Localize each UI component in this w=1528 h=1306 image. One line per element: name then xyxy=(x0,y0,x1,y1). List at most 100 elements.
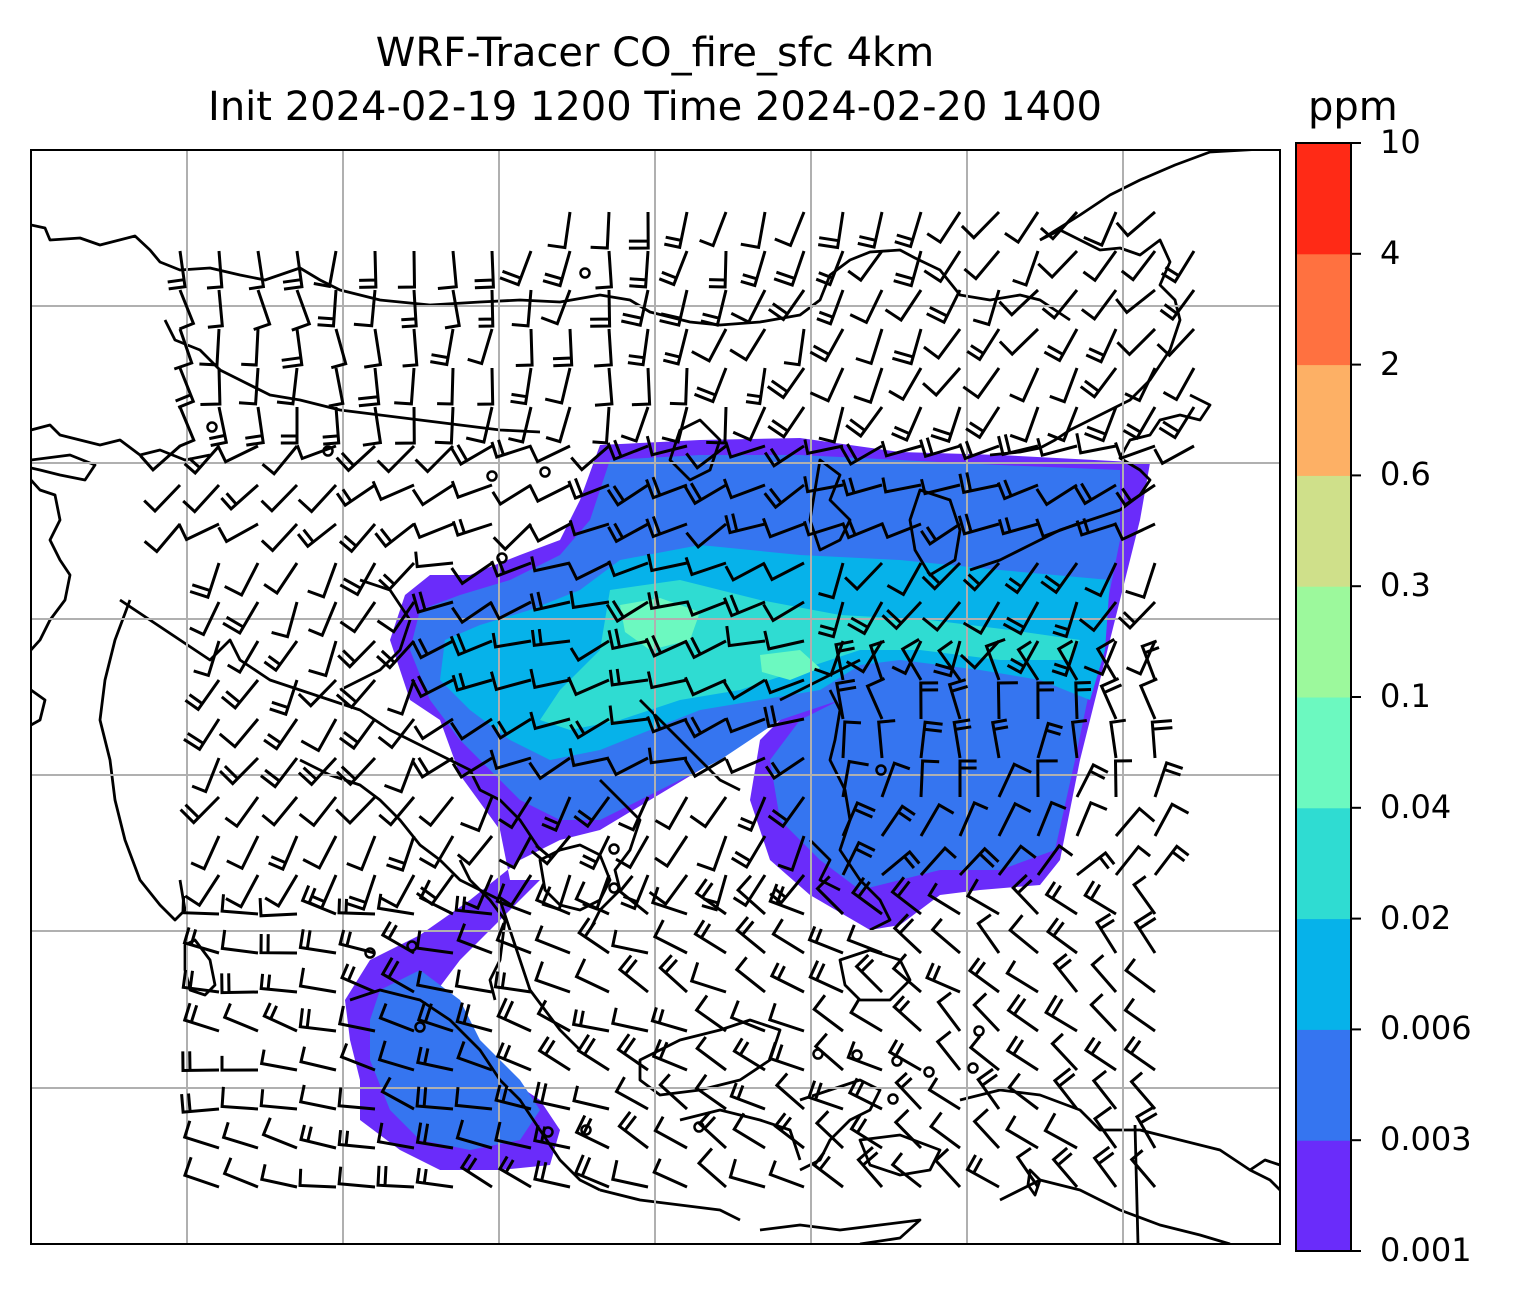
wind-barb xyxy=(189,562,221,600)
map-frame xyxy=(30,149,1281,1245)
wind-barb xyxy=(763,444,805,468)
wind-barb xyxy=(377,718,416,750)
wind-barb xyxy=(1016,640,1040,681)
wind-barb xyxy=(264,874,299,908)
wind-barb xyxy=(330,328,348,370)
wind-barb xyxy=(615,835,650,870)
calm-marker xyxy=(322,445,334,457)
wind-barb xyxy=(844,561,884,592)
wind-barb xyxy=(996,479,1039,501)
wind-barb xyxy=(143,483,182,514)
calm-marker xyxy=(875,764,887,776)
wind-barb xyxy=(418,796,455,828)
wind-barb xyxy=(729,1000,766,1033)
wind-barb xyxy=(182,1156,220,1189)
wind-barb xyxy=(689,961,727,994)
wind-barb xyxy=(1037,249,1079,280)
wind-barb xyxy=(371,480,415,502)
wind-barb xyxy=(936,991,962,1032)
wind-barb xyxy=(308,640,338,678)
wind-barb xyxy=(722,678,766,701)
wind-barb xyxy=(645,435,688,457)
wind-barb xyxy=(1140,639,1160,681)
wind-barb xyxy=(1085,328,1118,364)
wind-barb xyxy=(493,971,532,994)
wind-barb xyxy=(847,1077,883,1111)
wind-barb xyxy=(474,250,495,290)
colorbar-segment xyxy=(1296,807,1351,920)
wind-barb xyxy=(1005,1035,1039,1072)
wind-barb xyxy=(1153,444,1195,466)
wind-barb xyxy=(891,328,923,366)
wind-barb xyxy=(767,289,806,322)
wind-barb xyxy=(1153,844,1190,876)
wind-barb xyxy=(972,992,1001,1033)
wind-barb xyxy=(434,406,455,445)
wind-barb xyxy=(536,999,571,1033)
wind-barb xyxy=(467,328,494,366)
wind-barb xyxy=(208,406,229,447)
wind-barb xyxy=(302,835,338,870)
wind-barb xyxy=(224,562,260,598)
wind-barb xyxy=(376,444,416,474)
wind-barb xyxy=(418,879,454,916)
wind-barb xyxy=(415,1122,454,1150)
wind-barb xyxy=(1005,960,1039,994)
wind-barb xyxy=(1116,327,1157,357)
wind-barb xyxy=(1092,1105,1118,1149)
wind-barb xyxy=(497,1155,532,1189)
wind-barb xyxy=(880,521,922,540)
wind-barb xyxy=(221,1121,259,1150)
wind-barb xyxy=(490,439,532,459)
wind-barb xyxy=(337,898,376,916)
wind-barb xyxy=(529,668,571,690)
wind-barb xyxy=(652,1158,688,1189)
wind-barb xyxy=(880,761,911,798)
wind-barb xyxy=(724,513,766,535)
wind-barb xyxy=(226,835,260,871)
wind-barb xyxy=(768,1160,805,1189)
wind-barb xyxy=(528,756,571,781)
wind-barb xyxy=(958,846,1000,877)
wind-barb xyxy=(762,561,805,582)
wind-barb xyxy=(884,289,923,323)
colorbar-unit-label: ppm xyxy=(1308,84,1398,130)
wind-barb xyxy=(658,1073,689,1111)
wind-barb xyxy=(894,211,923,249)
wind-barb xyxy=(182,483,221,514)
wind-barb xyxy=(958,759,977,797)
wind-barb xyxy=(335,444,377,473)
wind-barb xyxy=(1153,760,1184,798)
wind-barb xyxy=(298,1008,337,1033)
wind-barb xyxy=(193,640,221,678)
wind-barb xyxy=(220,973,259,995)
wind-barb xyxy=(411,756,454,779)
wind-barb xyxy=(646,671,688,690)
colorbar-tick-label: 0.001 xyxy=(1380,1231,1472,1269)
wind-barb xyxy=(376,893,415,916)
wind-barb xyxy=(259,1049,298,1072)
wind-barb xyxy=(724,561,766,582)
wind-barb xyxy=(494,1084,532,1111)
wind-barb xyxy=(740,211,767,250)
wind-barb xyxy=(569,717,610,740)
wind-barb xyxy=(190,835,221,871)
wind-barb xyxy=(489,749,532,771)
wind-barb xyxy=(774,1072,805,1111)
wind-barb xyxy=(725,756,766,775)
wind-barb xyxy=(606,756,649,777)
wind-barb xyxy=(646,553,688,573)
wind-barb xyxy=(998,327,1040,357)
wind-barb xyxy=(1036,800,1067,837)
wind-barb xyxy=(416,1046,454,1072)
wind-barb xyxy=(567,477,610,500)
wind-barb xyxy=(965,1154,1000,1189)
wind-barb xyxy=(857,211,884,249)
wind-barb xyxy=(454,895,493,916)
wind-barb xyxy=(650,886,688,916)
wind-barb xyxy=(376,601,416,634)
wind-barb xyxy=(850,876,883,916)
wind-barb xyxy=(338,718,377,751)
wind-barb xyxy=(259,933,298,955)
